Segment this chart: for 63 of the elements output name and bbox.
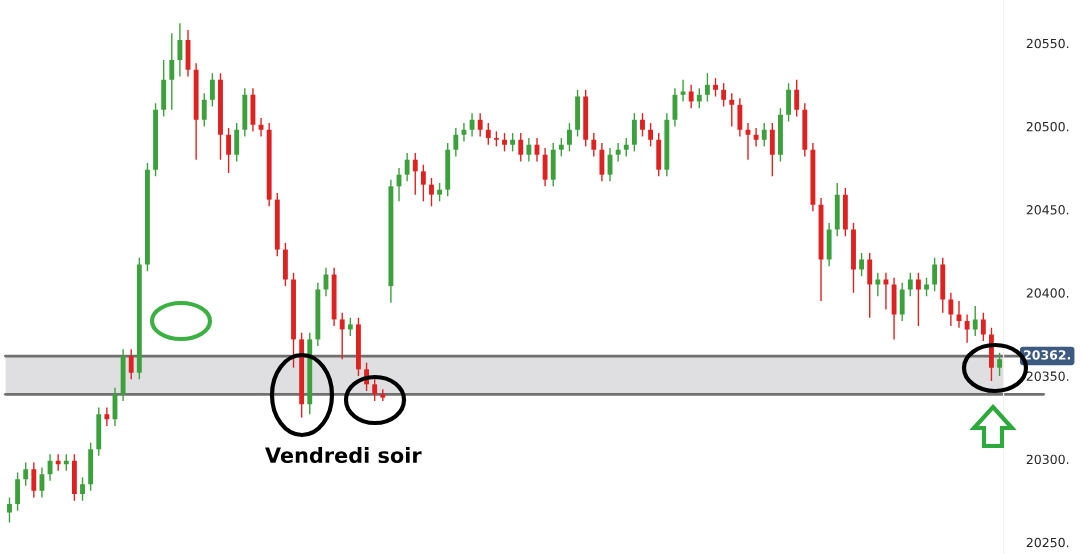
annotation: Vendredi soir [265,446,422,464]
candlestick [980,312,986,342]
candlestick [640,112,645,138]
candlestick [713,77,718,98]
candlestick [485,122,491,146]
candlestick [526,137,532,163]
candlestick [688,84,694,109]
candlestick [615,142,621,163]
candlestick [339,312,345,361]
candlestick [404,152,410,183]
candlestick [623,137,629,158]
candlestick [7,496,12,524]
candlestick [915,272,921,327]
candlestick [648,122,654,148]
candlestick [80,476,85,502]
candlestick [761,122,767,148]
candlestick [558,137,564,158]
candlestick [510,132,516,153]
candlestick [31,461,37,499]
candlestick [729,92,735,128]
candlestick [518,132,524,163]
candlestick [372,376,378,402]
candlestick [794,79,800,118]
candlestick [412,152,418,196]
candlestick [932,257,938,292]
candlestick [924,277,929,297]
candlestick [209,72,215,108]
candlestick [420,164,426,202]
y-tick-label: 20400. [1026,288,1069,298]
candlestick [55,453,61,472]
candlestick [964,313,970,344]
candlestick [948,292,954,327]
candlestick [128,348,134,381]
candlestick [477,112,483,138]
candlestick [591,132,597,158]
candlestick [567,122,572,153]
candlestick [721,82,727,108]
candlestick [177,22,183,78]
candlestick [997,352,1002,377]
candlestick [226,127,232,174]
candlestick [429,177,434,207]
y-tick-label: 20250. [1026,537,1069,548]
y-tick-label: 20500. [1026,121,1069,132]
y-tick-label: 20300. [1026,454,1069,465]
candlestick [696,87,702,109]
candlestick [437,182,443,202]
candlestick [201,92,207,128]
candlestick [704,72,710,103]
candlestick [753,127,759,148]
candlestick [104,406,110,427]
y-tick-label: 20350. [1026,371,1069,381]
candlestick [347,317,353,337]
ref-line-label: 20362. [1024,350,1071,360]
y-tick-label: 20450. [1026,205,1069,215]
candlestick [502,132,507,153]
candlestick [875,272,881,297]
candlestick [169,32,175,111]
candlestick [453,127,459,158]
candlestick [972,305,978,337]
candlestick [859,252,865,277]
candlestick [23,461,29,487]
y-tick-label: 20550. [1026,38,1069,49]
candlestick [907,272,913,297]
